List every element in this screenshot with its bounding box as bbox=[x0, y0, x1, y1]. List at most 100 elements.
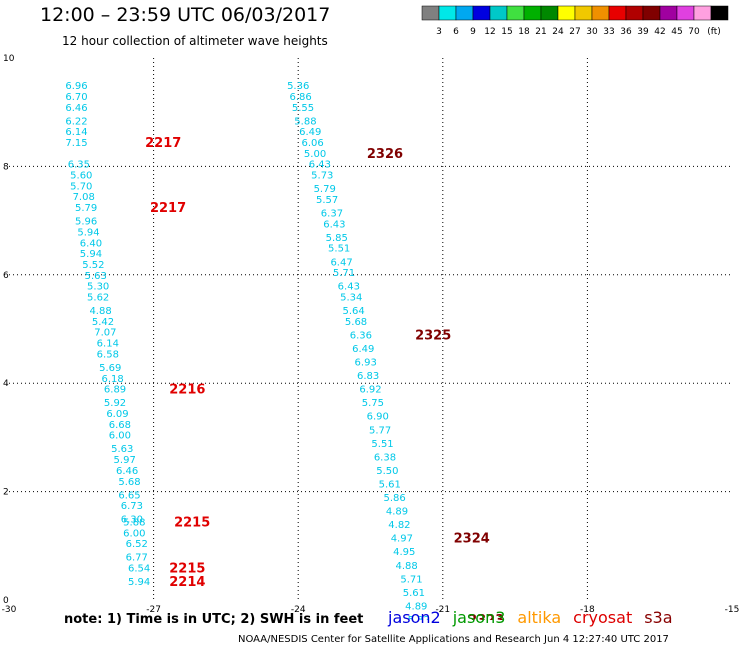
wave-height-value: 6.35 bbox=[68, 160, 90, 171]
pass-number-label: 2216 bbox=[169, 383, 205, 398]
satellite-jason3-label: jason3 bbox=[452, 608, 506, 627]
satellite-jason2-label: jason2 bbox=[388, 608, 441, 627]
pass-number-label: 2215 bbox=[174, 515, 210, 530]
wave-height-value: 6.92 bbox=[359, 385, 381, 396]
wave-height-value: 5.70 bbox=[70, 181, 92, 192]
credit-line: NOAA/NESDIS Center for Satellite Applica… bbox=[238, 634, 669, 645]
wave-height-value: 6.09 bbox=[106, 409, 128, 420]
wave-height-value: 5.63 bbox=[111, 444, 133, 455]
legend-tick-label: 39 bbox=[637, 27, 649, 37]
wave-height-value: 5.92 bbox=[104, 398, 126, 409]
legend-tick-label: 42 bbox=[654, 27, 665, 37]
units-note: note: 1) Time is in UTC; 2) SWH is in fe… bbox=[64, 612, 364, 627]
wave-height-value: 7.07 bbox=[94, 328, 116, 339]
pass-number-label: 2324 bbox=[454, 532, 490, 547]
legend-tick-label: 18 bbox=[518, 27, 530, 37]
wave-height-value: 5.00 bbox=[304, 149, 326, 160]
wave-height-value: 6.36 bbox=[350, 330, 372, 341]
x-tick-label: -21 bbox=[435, 605, 450, 615]
wave-height-value: 5.57 bbox=[316, 195, 338, 206]
wave-height-value: 5.88 bbox=[123, 517, 145, 528]
wave-height-value: 6.83 bbox=[357, 371, 379, 382]
x-tick-label: -27 bbox=[146, 605, 161, 615]
wave-height-value: 6.00 bbox=[123, 528, 145, 539]
wave-height-value: 6.52 bbox=[126, 539, 148, 550]
pass-number-label: 2214 bbox=[169, 575, 205, 590]
wave-height-value: 6.58 bbox=[97, 349, 119, 360]
wave-height-value: 5.61 bbox=[403, 588, 425, 599]
wave-height-value: 6.40 bbox=[80, 238, 102, 249]
series-track-east: 5.366.865.555.886.496.065.006.435.735.79… bbox=[287, 81, 430, 620]
color-scale-legend: 3 6 9 12 15 18 21 24 27 30 33 36 39 42 45 70 (ft) bbox=[421, 5, 729, 37]
wave-height-value: 6.73 bbox=[121, 501, 143, 512]
wave-height-value: 6.22 bbox=[65, 116, 87, 127]
wave-height-value: 5.88 bbox=[294, 116, 316, 127]
wave-height-value: 6.14 bbox=[97, 339, 119, 350]
legend-tick-label: 6 bbox=[453, 27, 459, 37]
legend-tick-label: 27 bbox=[569, 27, 580, 37]
y-tick-label: 10 bbox=[3, 54, 15, 64]
wave-height-value: 6.06 bbox=[302, 138, 324, 149]
wave-height-value: 5.94 bbox=[128, 577, 150, 588]
y-tick-label: 6 bbox=[3, 271, 9, 281]
wave-height-value: 5.79 bbox=[314, 184, 336, 195]
wave-height-value: 5.50 bbox=[376, 466, 398, 477]
wave-height-value: 6.43 bbox=[323, 219, 345, 230]
x-tick-label: -18 bbox=[580, 605, 595, 615]
legend-unit-label: (ft) bbox=[707, 27, 721, 37]
wave-height-value: 5.32 bbox=[408, 615, 430, 620]
wave-height-value: 4.88 bbox=[89, 306, 111, 317]
wave-height-value: 5.71 bbox=[400, 574, 422, 585]
page-subtitle: 12 hour collection of altimeter wave hei… bbox=[62, 34, 328, 48]
legend-tick-label: 3 bbox=[436, 27, 442, 37]
pass-number-label: 2326 bbox=[367, 147, 403, 162]
satellite-altika-label: altika bbox=[517, 608, 562, 627]
wave-height-value: 6.86 bbox=[289, 92, 311, 103]
wave-height-value: 7.08 bbox=[73, 192, 95, 203]
wave-height-value: 5.60 bbox=[70, 171, 92, 182]
wave-height-value: 5.97 bbox=[114, 455, 136, 466]
wave-height-value: 5.64 bbox=[342, 306, 364, 317]
x-tick-label: -30 bbox=[2, 605, 17, 615]
wave-height-value: 6.90 bbox=[367, 412, 389, 423]
wave-height-plot: -30 -27 -24 -21 -18 -1502468106.966.706.466.2… bbox=[2, 54, 740, 620]
page-title: 12:00 – 23:59 UTC 06/03/2017 bbox=[40, 4, 331, 26]
wave-height-value: 5.94 bbox=[80, 249, 102, 260]
wave-height-value: 5.36 bbox=[287, 81, 309, 92]
wave-height-value: 5.52 bbox=[82, 260, 104, 271]
wave-height-value: 5.86 bbox=[383, 493, 405, 504]
y-tick-label: 0 bbox=[3, 596, 9, 606]
wave-height-value: 6.47 bbox=[330, 257, 352, 268]
wave-height-value: 6.18 bbox=[101, 374, 123, 385]
satellite-legend: jason2 jason3 altika cryosat s3a bbox=[388, 608, 685, 627]
series-track-west: 6.966.706.466.226.147.156.355.605.707.08… bbox=[65, 81, 150, 588]
wave-height-value: 5.68 bbox=[345, 317, 367, 328]
pass-number-label: 2323 bbox=[468, 613, 504, 620]
wave-height-value: 4.88 bbox=[396, 561, 418, 572]
wave-height-value: 5.77 bbox=[369, 425, 391, 436]
wave-height-value: 4.95 bbox=[393, 547, 415, 558]
wave-height-value: 6.38 bbox=[374, 452, 396, 463]
wave-height-value: 6.30 bbox=[121, 515, 143, 526]
wave-height-value: 4.82 bbox=[388, 520, 410, 531]
wave-height-value: 4.89 bbox=[386, 507, 408, 518]
wave-height-value: 5.85 bbox=[326, 233, 348, 244]
pass-number-label: 2217 bbox=[145, 136, 181, 151]
wave-height-value: 5.75 bbox=[362, 398, 384, 409]
wave-height-value: 5.34 bbox=[340, 292, 362, 303]
legend-tick-label: 21 bbox=[535, 27, 546, 37]
wave-height-value: 6.46 bbox=[65, 103, 87, 114]
pass-number-label: 2217 bbox=[150, 201, 186, 216]
wave-height-value: 5.63 bbox=[85, 271, 107, 282]
wave-height-value: 6.14 bbox=[65, 127, 87, 138]
wave-height-value: 5.94 bbox=[77, 227, 99, 238]
legend-tick-label: 15 bbox=[501, 27, 512, 37]
legend-tick-label: 45 bbox=[671, 27, 682, 37]
pass-number-label: 2215 bbox=[169, 561, 205, 576]
legend-tick-label: 36 bbox=[620, 27, 632, 37]
wave-height-value: 5.69 bbox=[99, 363, 121, 374]
wave-height-value: 7.15 bbox=[65, 138, 87, 149]
satellite-cryosat-label: cryosat bbox=[573, 608, 633, 627]
y-tick-label: 8 bbox=[3, 162, 9, 172]
